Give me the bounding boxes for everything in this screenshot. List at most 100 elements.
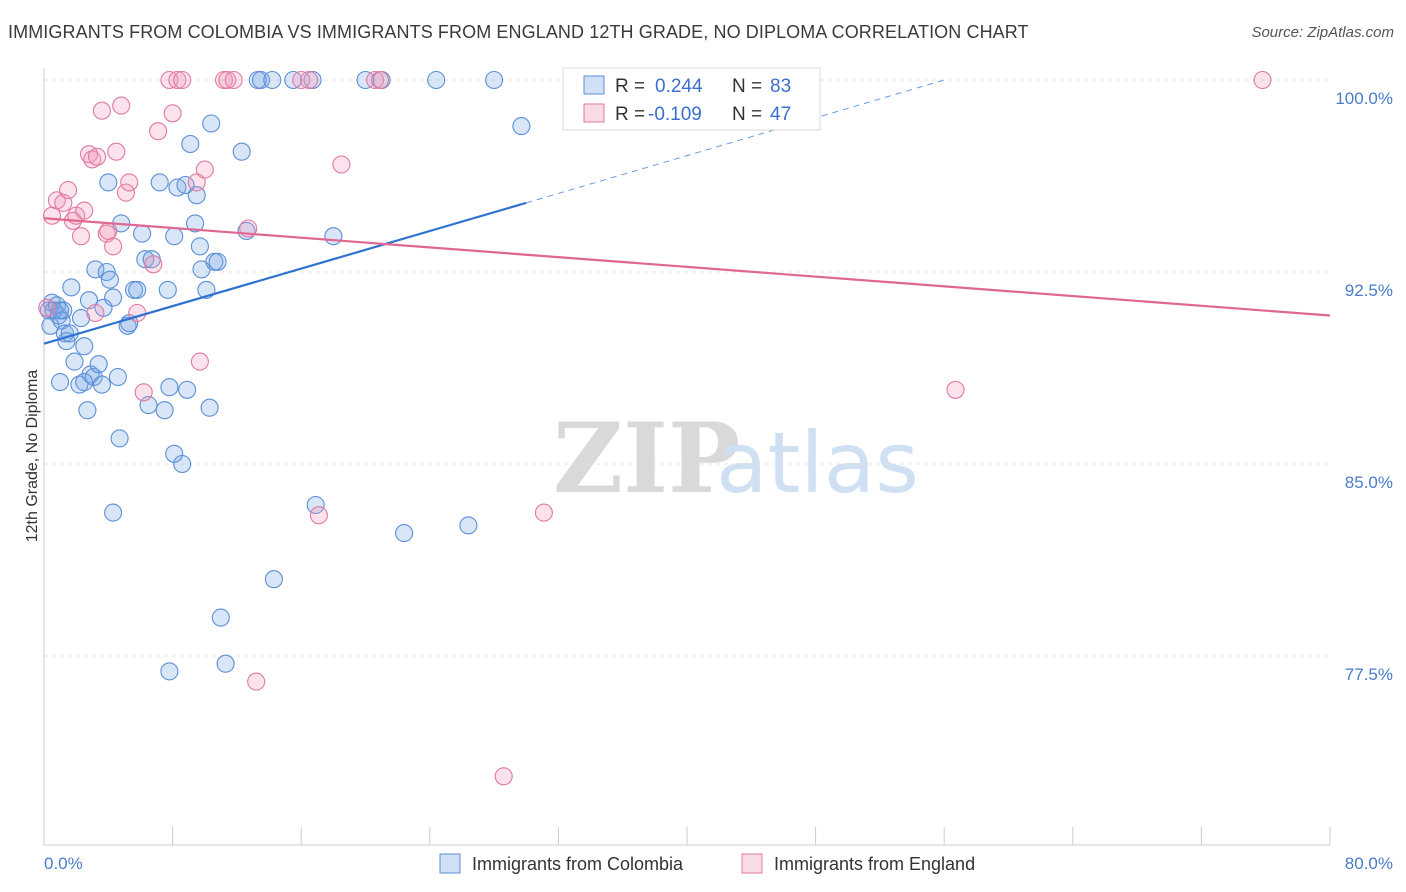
point-colombia-77 <box>485 70 504 90</box>
legend-n-label-colombia: N = <box>732 76 762 97</box>
legend-n-value-colombia: 83 <box>770 76 791 97</box>
point-england-24 <box>149 122 168 141</box>
y-axis-tick-labels: 100.0% 92.5% 85.0% 77.5% <box>1335 89 1393 684</box>
point-england-29 <box>187 173 206 192</box>
point-colombia-79 <box>104 503 123 522</box>
point-england-43 <box>494 767 513 786</box>
point-england-36 <box>247 672 266 691</box>
point-colombia-27 <box>100 270 119 289</box>
bottom-legend-swatch-colombia <box>439 853 461 874</box>
point-england-17 <box>107 142 126 161</box>
point-england-31 <box>195 160 214 179</box>
point-england-0 <box>38 298 57 317</box>
point-colombia-82 <box>75 373 94 392</box>
point-england-23 <box>144 255 163 274</box>
point-colombia-26 <box>99 173 118 192</box>
y-tick-label-3: 77.5% <box>1345 665 1393 684</box>
point-colombia-51 <box>186 214 205 233</box>
point-england-19 <box>116 183 136 202</box>
point-england-41 <box>366 70 385 90</box>
series-england-points <box>38 70 1272 786</box>
point-colombia-9 <box>55 324 74 343</box>
point-colombia-28 <box>104 288 123 307</box>
legend-r-value-england: -0.109 <box>648 104 702 125</box>
point-colombia-42 <box>158 280 177 299</box>
point-england-20 <box>120 173 139 192</box>
point-colombia-53 <box>190 237 209 256</box>
point-england-39 <box>309 506 328 525</box>
point-colombia-57 <box>202 114 221 133</box>
point-england-16 <box>104 237 123 256</box>
series-legend: Immigrants from Colombia Immigrants from… <box>439 853 975 874</box>
legend-box <box>562 67 821 131</box>
legend-swatch-england <box>583 103 605 123</box>
point-england-38 <box>300 70 319 90</box>
watermark-atlas: atlas <box>716 414 919 512</box>
point-colombia-60 <box>211 608 230 627</box>
point-colombia-40 <box>150 173 169 192</box>
correlation-legend: R = 0.244 N = 83 R = -0.109 N = 47 <box>562 67 821 131</box>
trend-line-colombia <box>43 201 527 345</box>
trend-line-colombia-extension <box>526 79 945 204</box>
point-colombia-43 <box>160 378 179 397</box>
point-england-4 <box>59 181 78 200</box>
point-colombia-48 <box>176 175 195 195</box>
point-colombia-21 <box>86 260 105 279</box>
y-tick-label-1: 92.5% <box>1345 281 1393 300</box>
point-england-46 <box>1253 70 1272 90</box>
point-england-33 <box>218 70 237 90</box>
point-colombia-62 <box>232 142 251 161</box>
point-england-15 <box>99 221 118 241</box>
point-england-13 <box>92 101 111 120</box>
y-tick-label-2: 85.0% <box>1345 473 1393 492</box>
legend-r-value-colombia: 0.244 <box>655 76 703 97</box>
point-colombia-17 <box>78 401 97 420</box>
point-england-26 <box>163 104 182 123</box>
y-axis-label: 12th Grade, No Diploma <box>24 370 41 543</box>
point-england-10 <box>83 150 102 169</box>
point-colombia-15 <box>71 309 91 328</box>
point-england-34 <box>224 70 243 90</box>
point-colombia-36 <box>133 224 152 243</box>
point-colombia-76 <box>459 516 478 535</box>
point-colombia-14 <box>70 375 89 394</box>
legend-n-value-england: 47 <box>770 104 791 125</box>
watermark-zip: ZIP <box>553 402 740 515</box>
bottom-legend-label-england: Immigrants from England <box>774 854 975 874</box>
point-england-44 <box>534 503 553 522</box>
legend-r-label-england: R = <box>615 104 645 125</box>
point-colombia-29 <box>108 367 127 387</box>
point-england-11 <box>86 303 105 323</box>
point-colombia-67 <box>264 570 283 589</box>
point-england-8 <box>75 201 94 220</box>
point-england-28 <box>173 70 192 90</box>
point-colombia-72 <box>356 70 375 90</box>
point-england-22 <box>134 383 153 402</box>
x-axis-ticks <box>43 827 1331 845</box>
x-tick-label-max: 80.0% <box>1345 854 1393 873</box>
point-england-45 <box>946 380 965 399</box>
point-colombia-78 <box>512 117 531 136</box>
point-colombia-59 <box>208 252 227 271</box>
legend-r-label-colombia: R = <box>615 76 645 97</box>
point-colombia-35 <box>128 280 147 299</box>
point-england-40 <box>332 155 351 174</box>
point-colombia-12 <box>62 278 81 297</box>
point-colombia-41 <box>155 401 174 420</box>
point-england-27 <box>168 70 187 90</box>
point-colombia-45 <box>165 227 184 246</box>
chart-source: Source: ZipAtlas.com <box>1251 24 1394 41</box>
point-england-42 <box>370 70 390 90</box>
point-colombia-52 <box>187 186 206 205</box>
point-colombia-80 <box>160 662 179 681</box>
point-england-18 <box>112 96 131 115</box>
point-colombia-66 <box>263 70 282 90</box>
point-england-7 <box>71 227 91 246</box>
series-colombia-points <box>39 70 531 681</box>
bottom-legend-swatch-england <box>741 853 763 874</box>
point-england-12 <box>87 147 107 166</box>
point-colombia-13 <box>65 352 84 371</box>
legend-swatch-colombia <box>583 75 605 95</box>
point-colombia-6 <box>51 373 70 392</box>
